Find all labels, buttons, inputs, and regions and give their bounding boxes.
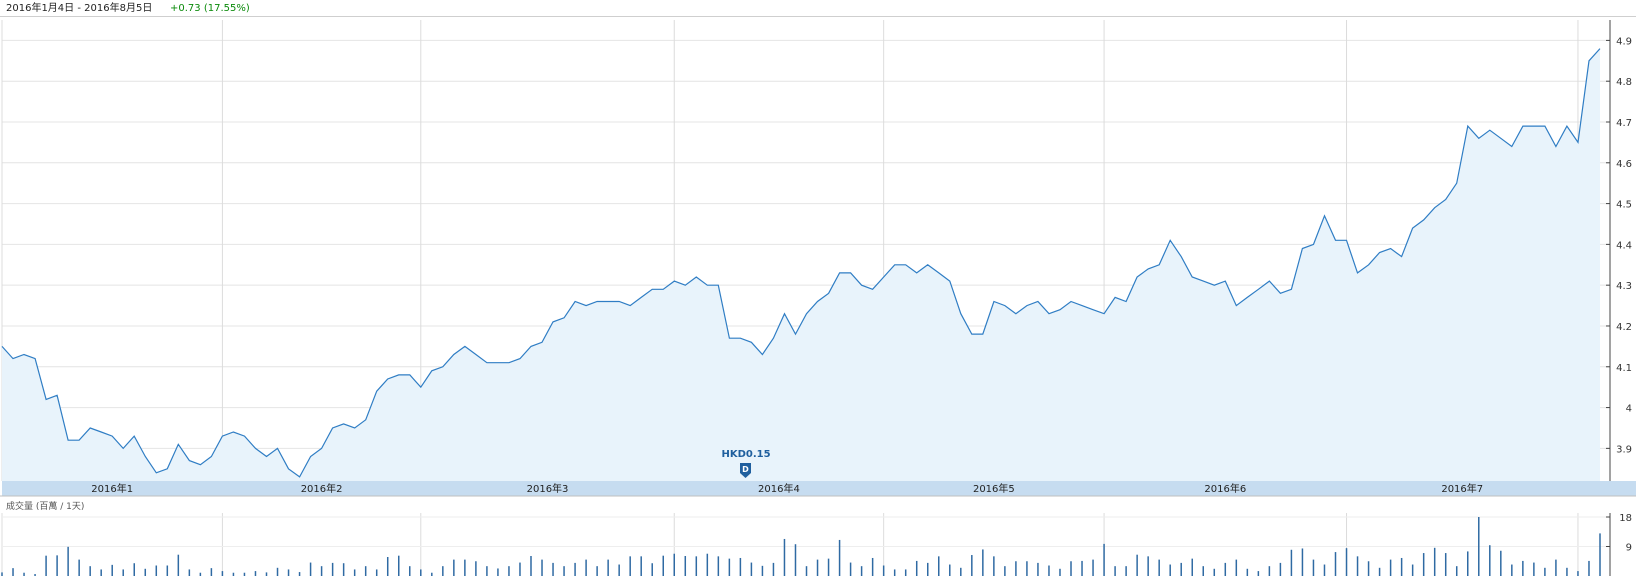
header-divider	[0, 16, 1636, 17]
month-label: 2016年5	[973, 482, 1015, 495]
price-tick-label: 4	[1626, 404, 1632, 415]
dividend-marker[interactable]: HKD0.15 D	[721, 449, 771, 478]
volume-axis: 9 18	[1606, 513, 1632, 576]
dividend-label: HKD0.15	[721, 449, 770, 460]
month-label: 2016年6	[1204, 482, 1246, 495]
price-axis: 3.9 4 4.1 4.2 4.3 4.4 4.5 4.6 4.7 4.8 4.9	[1606, 20, 1632, 481]
chart-header: 2016年1月4日 - 2016年8月5日 +0.73 (17.55%)	[0, 0, 1636, 17]
month-label: 2016年3	[527, 482, 569, 495]
month-axis: 2016年1 2016年2 2016年3 2016年4 2016年5 2016年6 2016…	[91, 482, 1483, 495]
price-tick-label: 4.9	[1616, 36, 1632, 47]
month-label: 2016年4	[758, 482, 800, 495]
volume-panel-label: 成交量 (百萬 / 1天)	[6, 500, 84, 512]
month-label: 2016年7	[1441, 482, 1483, 495]
date-range-label: 2016年1月4日 - 2016年8月5日	[6, 3, 153, 14]
dividend-flag-icon	[740, 463, 751, 478]
volume-tick-label: 18	[1619, 513, 1632, 524]
volume-bars	[1, 517, 1601, 576]
price-tick-label: 4.1	[1616, 363, 1632, 374]
volume-grid	[1, 513, 1610, 576]
price-tick-label: 4.8	[1616, 77, 1632, 88]
dividend-glyph: D	[742, 465, 749, 474]
month-label: 2016年2	[301, 482, 343, 495]
price-area-fill	[2, 48, 1600, 481]
price-line	[1, 48, 1601, 478]
price-tick-label: 3.9	[1616, 444, 1632, 455]
price-change-label: +0.73 (17.55%)	[170, 3, 250, 14]
month-label: 2016年1	[91, 482, 133, 495]
price-tick-label: 4.4	[1616, 240, 1632, 251]
price-tick-label: 4.7	[1616, 118, 1632, 129]
price-tick-label: 4.6	[1616, 159, 1632, 170]
month-axis-band	[2, 481, 1636, 496]
volume-tick-label: 9	[1626, 543, 1632, 554]
price-tick-label: 4.3	[1616, 281, 1632, 292]
price-tick-label: 4.2	[1616, 322, 1632, 333]
price-tick-label: 4.5	[1616, 200, 1632, 211]
